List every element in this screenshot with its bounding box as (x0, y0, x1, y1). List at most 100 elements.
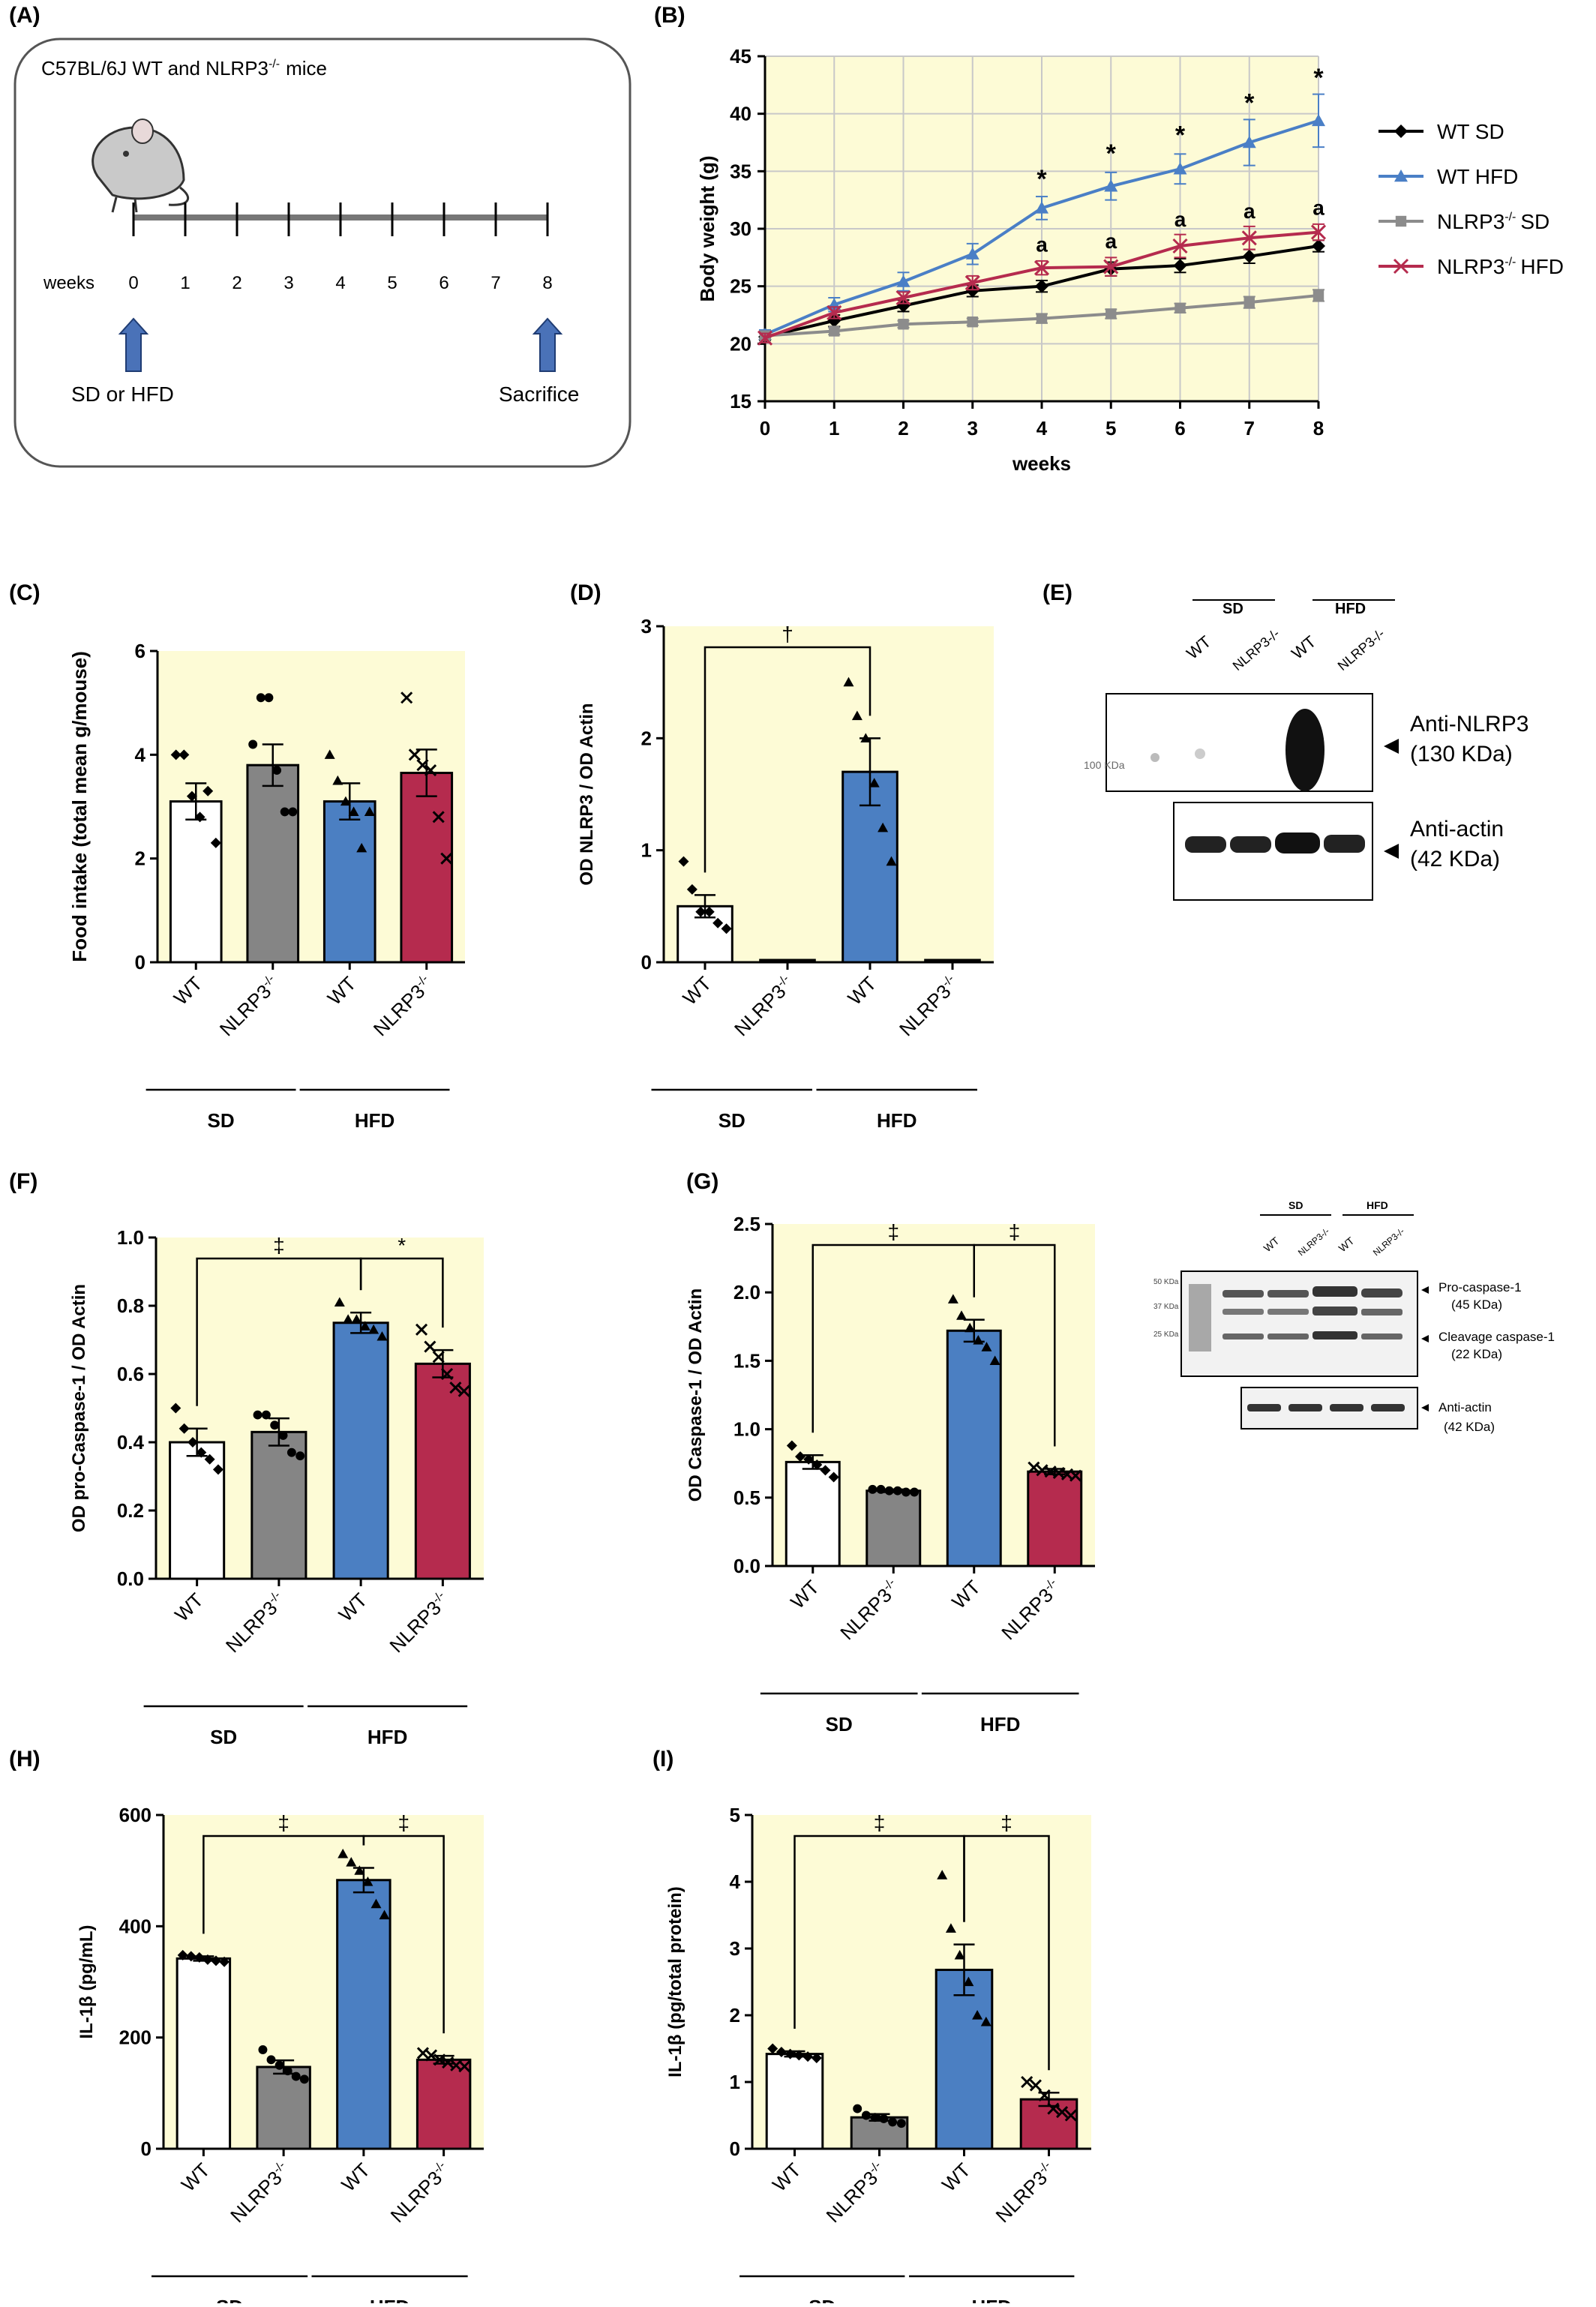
data-point (910, 1487, 920, 1497)
data-point-stroke (442, 2056, 454, 2069)
bar (866, 1490, 922, 1568)
category-label: WT (323, 972, 361, 1010)
data-point (343, 1314, 354, 1324)
data-point (1036, 313, 1048, 324)
bar (169, 800, 223, 964)
y-tick-label: 1.0 (117, 1226, 144, 1249)
y-tick-label: 0 (141, 2138, 152, 2160)
band1-label: Anti-NLRP3 (1410, 712, 1528, 736)
data-point-stroke (1034, 260, 1050, 276)
mice-label: C57BL/6J WT and NLRP3-/- mice (41, 57, 327, 80)
data-point (424, 1340, 436, 1353)
bar (1027, 1470, 1083, 1568)
data-point (212, 1464, 224, 1475)
data-point (826, 304, 842, 320)
bar (246, 764, 300, 964)
legend-suffix: SD (1520, 210, 1550, 233)
y-tick-label: 3 (641, 615, 652, 638)
y-tick-label: 4 (135, 743, 146, 766)
data-point (178, 1423, 190, 1434)
significance-mark: ‡ (874, 1811, 886, 1834)
data-point (1070, 1469, 1082, 1482)
data-point (1034, 260, 1050, 276)
data-point-stroke (1028, 1461, 1040, 1474)
data-point-stroke (416, 759, 429, 772)
gblot-lane-4: NLRP3-/- (1371, 1226, 1406, 1258)
y-tick-label: 1 (730, 2071, 740, 2093)
category-label: NLRP3-/- (992, 2158, 1060, 2227)
data-point (202, 785, 214, 796)
x-tick-label: 5 (1106, 417, 1116, 440)
category-label: WT (170, 972, 207, 1010)
y-axis-label: OD Caspase-1 / OD Actin (686, 1288, 706, 1502)
data-point (458, 2060, 471, 2073)
category-label: NLRP3-/- (997, 1576, 1065, 1644)
data-point (1106, 308, 1117, 320)
data-point (354, 1865, 365, 1875)
data-point (1312, 113, 1325, 127)
data-point (1174, 302, 1186, 314)
category-label: WT (843, 972, 880, 1010)
category-text: NLRP3 (997, 1584, 1057, 1644)
data-point (194, 812, 206, 823)
data-point (359, 1321, 370, 1330)
data-point (776, 2046, 787, 2057)
bar (176, 1957, 232, 2150)
panel-a-letter: (A) (9, 3, 40, 28)
category-label: WT (947, 1576, 985, 1613)
data-point (892, 1486, 902, 1496)
data-point (896, 290, 911, 306)
significance-mark: * (398, 1234, 406, 1257)
blot-lane-4: NLRP3-/- (1335, 626, 1388, 674)
data-point (170, 1402, 182, 1414)
data-point (1242, 136, 1256, 148)
data-point (973, 1335, 984, 1345)
panel-letter: (H) (9, 1747, 40, 1772)
mouse-icon (92, 118, 190, 213)
data-point (432, 811, 445, 824)
data-point (967, 316, 978, 328)
data-point (348, 806, 359, 817)
bar (946, 1329, 1002, 1568)
y-tick-label: 0.8 (117, 1294, 144, 1317)
panel-d: (D) 0 1 2 3 WT NLRP3-/- WT NLRP3-/- SD HFD OD NLRP3… (570, 580, 994, 1132)
group-label: HFD (368, 1726, 407, 1748)
data-point (956, 1310, 968, 1320)
category-label: WT (678, 972, 716, 1010)
data-point (332, 775, 344, 785)
week-label: 4 (335, 273, 345, 293)
data-point-stroke (1241, 230, 1257, 246)
data-point-stroke (896, 290, 911, 306)
blot-nlrp3-band (1286, 709, 1324, 791)
data-point (878, 822, 889, 832)
panel-letter: (C) (9, 580, 40, 605)
data-point (187, 1437, 198, 1448)
data-point (811, 2052, 822, 2063)
data-point-stroke (432, 811, 445, 824)
data-point (1172, 238, 1188, 254)
data-point (1241, 230, 1257, 246)
y-axis-label: OD NLRP3 / OD Actin (577, 703, 597, 885)
y-tick-label: 600 (119, 1804, 152, 1826)
category-label: NLRP3-/- (836, 1576, 904, 1644)
week-label: 5 (387, 273, 397, 293)
data-point-stroke (1038, 2089, 1051, 2102)
data-point (1047, 2102, 1060, 2115)
legend-text: WT HFD (1437, 165, 1518, 188)
bar (416, 2058, 472, 2150)
panel-g: (G) 0.0 0.5 1.0 1.5 2.0 2.5 WT NLRP3-/- WT NLRP3-/… (686, 1169, 1095, 1736)
legend-sup: -/- (1504, 256, 1516, 268)
bar (414, 1362, 471, 1580)
data-point (449, 1382, 462, 1394)
gblot-actin-kda: (42 KDa) (1444, 1420, 1495, 1434)
category-text: NLRP3 (822, 2167, 882, 2227)
y-tick-label: 0 (730, 2138, 740, 2160)
group-label: HFD (877, 1109, 916, 1132)
category-label: NLRP3-/- (226, 2158, 294, 2227)
data-point (1312, 239, 1325, 253)
significance-bracket (963, 1834, 1050, 2071)
data-point (896, 2119, 906, 2128)
data-point-stroke (826, 304, 842, 320)
data-point (898, 319, 909, 330)
x-tick-label: 3 (968, 417, 978, 440)
